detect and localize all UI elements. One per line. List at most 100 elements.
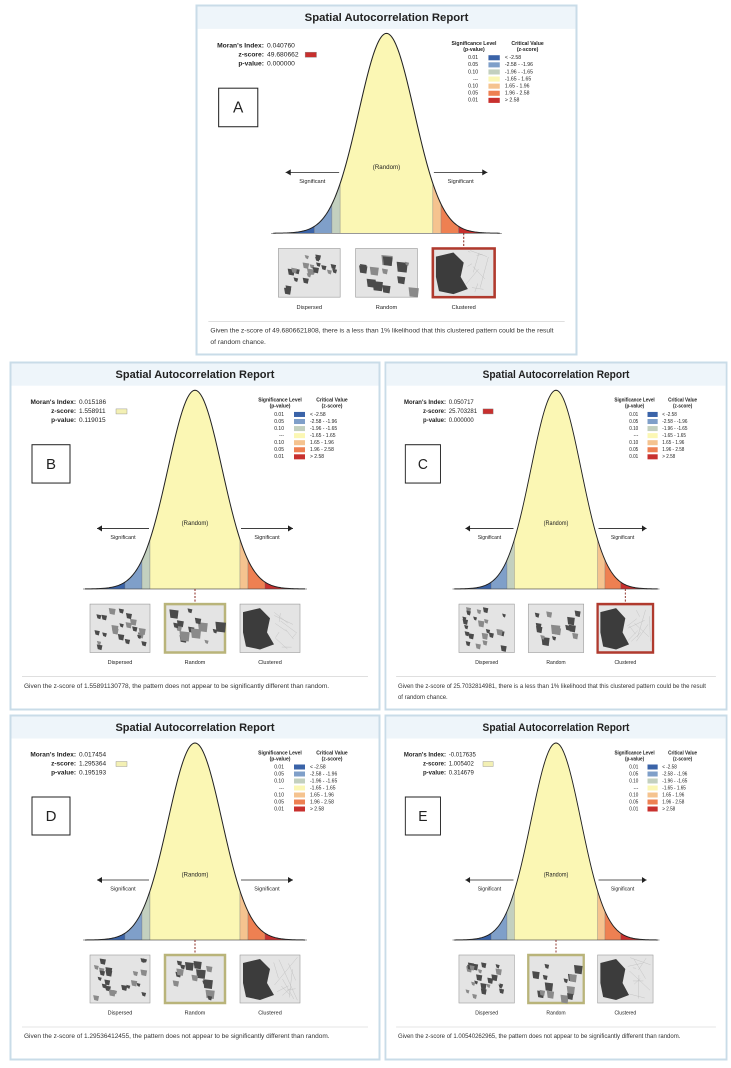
panel-letter-box	[404, 444, 441, 484]
title-bar	[11, 716, 379, 739]
description: Given the z-score of 1.00540262965, the …	[397, 1033, 681, 1040]
panel-letter-box	[218, 87, 259, 128]
arrow-head	[482, 169, 488, 176]
cell-shape	[173, 622, 179, 629]
cell-shape	[207, 995, 213, 1001]
cell-edge	[275, 623, 287, 632]
legend-p: 0.10	[629, 440, 638, 446]
cell-shape	[187, 608, 193, 614]
cell-shape	[169, 609, 179, 619]
legend-p: 0.05	[274, 447, 284, 453]
legend-swatch	[294, 792, 305, 798]
legend-z: -1.65 - 1.65	[662, 433, 686, 439]
cell-shape	[132, 626, 138, 632]
legend-z: < -2.58	[505, 55, 521, 61]
cell-edge	[282, 978, 295, 1000]
legend-swatch	[294, 447, 305, 453]
legend-swatch	[488, 97, 500, 103]
cell-shape	[202, 980, 207, 985]
cell-shape	[137, 634, 142, 639]
legend-swatch	[294, 764, 305, 770]
description: Given the z-score of 25.7032814981, ther…	[397, 682, 706, 701]
legend-header: (p-value)	[463, 47, 485, 53]
report-panel: Spatial Autocorrelation Report Moran's In…	[384, 361, 728, 711]
pattern-label: Clustered	[614, 1010, 636, 1016]
bell-curve	[273, 32, 500, 234]
legend-swatch	[647, 433, 658, 439]
panel-letter: B	[46, 456, 56, 473]
cell-edge	[465, 268, 479, 285]
cell-shape	[488, 632, 494, 638]
legend-p: 0.01	[468, 98, 478, 104]
cell-shape	[93, 995, 100, 1002]
cell-edge	[274, 612, 288, 624]
cell-shape	[491, 974, 498, 982]
legend-p: 0.05	[629, 771, 638, 777]
cell-shape	[141, 991, 147, 997]
legend-header: (p-value)	[270, 404, 291, 410]
stat-label: z-score:	[51, 761, 76, 768]
cell-edge	[627, 618, 637, 627]
stat-value: 1.295364	[79, 761, 106, 768]
legend-swatch	[294, 426, 305, 432]
title-bar	[386, 363, 726, 386]
random-label: (Random)	[544, 521, 569, 527]
report-panel: Spatial Autocorrelation Report Moran's In…	[9, 714, 381, 1061]
cell-edge	[627, 963, 643, 967]
cell-shape	[330, 264, 337, 270]
cell-shape	[534, 612, 540, 618]
cell-edge	[473, 252, 480, 273]
description-box: Given the z-score of 49.6806621808, ther…	[210, 328, 553, 346]
legend-p: 0.05	[629, 447, 638, 453]
cell-edge	[274, 957, 298, 986]
cell-shape	[396, 261, 408, 273]
cell-shape	[474, 980, 478, 985]
legend-swatch	[294, 785, 305, 791]
z-score-swatch	[482, 761, 494, 767]
legend-swatch	[294, 440, 305, 446]
significant-label: Significant	[448, 179, 475, 185]
cell-shape	[552, 636, 557, 641]
cell-edge	[292, 633, 297, 638]
cell-shape	[566, 985, 575, 995]
legend-header: Significance Level	[258, 398, 302, 404]
cell-shape	[550, 624, 561, 635]
panel-letter: C	[418, 456, 428, 473]
cell-edge	[472, 266, 486, 280]
legend-z: 1.65 - 1.96	[310, 440, 334, 446]
stat-label: z-score:	[238, 51, 264, 58]
legend-p: 0.01	[629, 806, 638, 812]
cell-shape	[502, 613, 506, 618]
cell-shape	[486, 983, 491, 989]
legend-header: Significance Level	[258, 750, 302, 756]
cell-shape	[302, 277, 309, 284]
cell-shape	[475, 643, 481, 650]
cell-edge	[638, 957, 647, 970]
cell-shape	[544, 963, 550, 969]
cell-shape	[321, 265, 327, 271]
panel-letter-box	[31, 444, 71, 484]
cell-shape	[569, 974, 577, 983]
cell-shape	[119, 623, 124, 628]
legend-z: -2.58 - -1.96	[662, 419, 687, 425]
stat-label: z-score:	[423, 408, 446, 415]
legend-p: 0.05	[468, 91, 478, 97]
significant-label: Significant	[110, 535, 136, 541]
cell-shape	[125, 613, 132, 620]
legend-p: 0.05	[468, 62, 478, 68]
pattern-label: Clustered	[258, 1010, 282, 1016]
cell-shape	[118, 608, 124, 614]
legend-z: -1.65 - 1.65	[662, 785, 686, 791]
cell-shape	[316, 262, 321, 267]
legend-header: Critical Value	[668, 397, 697, 403]
panel-letter: A	[233, 100, 244, 117]
legend-swatch	[647, 454, 658, 460]
legend-z: 1.65 - 1.96	[505, 84, 530, 90]
legend-p: ---	[634, 434, 639, 439]
significant-label: Significant	[478, 886, 502, 892]
legend-p: 0.10	[274, 440, 284, 446]
pattern-label: Dispersed	[108, 1010, 133, 1016]
legend-z: < -2.58	[662, 764, 677, 770]
legend-swatch	[647, 806, 658, 812]
title-bar	[197, 6, 576, 29]
